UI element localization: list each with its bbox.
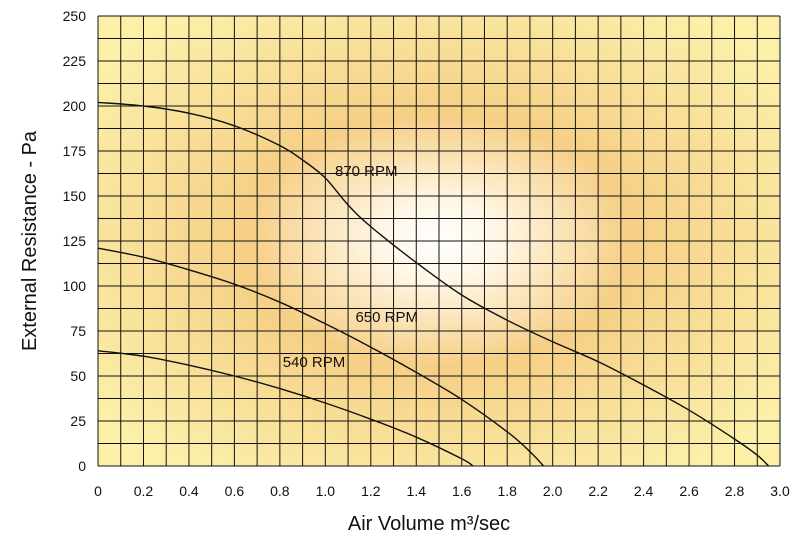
y-tick-label: 100 <box>63 278 87 294</box>
x-tick-label: 1.4 <box>407 483 427 499</box>
curves <box>97 101 770 467</box>
y-tick-label: 250 <box>63 8 87 24</box>
x-tick-label: 1.6 <box>452 483 472 499</box>
grid-lines <box>97 15 781 467</box>
x-tick-label: 3.0 <box>770 483 790 499</box>
x-tick-label: 2.2 <box>588 483 608 499</box>
curve-labels: 870 RPM 650 RPM 540 RPM <box>283 163 418 371</box>
y-tick-label: 225 <box>63 53 87 69</box>
x-tick-label: 0.2 <box>134 483 154 499</box>
x-tick-label: 2.6 <box>679 483 699 499</box>
curve-label: 650 RPM <box>355 309 418 326</box>
y-axis-title: External Resistance - Pa <box>19 130 41 351</box>
x-axis-title: Air Volume m³/sec <box>348 513 510 535</box>
y-tick-label: 175 <box>63 143 87 159</box>
x-tick-label: 2.4 <box>634 483 654 499</box>
curve-650-rpm <box>97 247 545 467</box>
curve-870-rpm <box>97 101 770 467</box>
x-tick-label: 0.8 <box>270 483 290 499</box>
x-tick-label: 0.6 <box>225 483 245 499</box>
y-tick-label: 75 <box>70 323 86 339</box>
x-tick-label: 2.8 <box>725 483 745 499</box>
y-tick-label: 150 <box>63 188 87 204</box>
y-tick-label: 200 <box>63 98 87 114</box>
curve-540-rpm <box>97 350 474 467</box>
x-tick-label: 2.0 <box>543 483 563 499</box>
x-tick-label: 0.4 <box>179 483 199 499</box>
x-tick-label: 1.0 <box>316 483 336 499</box>
x-tick-labels: 0 0.2 0.4 0.6 0.8 1.0 1.2 1.4 1.6 1.8 2.0 2.2 2.4 2.6… <box>94 483 790 499</box>
y-tick-label: 0 <box>78 458 86 474</box>
y-tick-label: 50 <box>70 368 86 384</box>
x-tick-label: 1.2 <box>361 483 381 499</box>
y-tick-labels: 0 25 50 75 100 125 150 175 200 225 250 <box>63 8 87 474</box>
curve-label: 540 RPM <box>283 354 346 371</box>
x-tick-label: 1.8 <box>497 483 517 499</box>
curve-label: 870 RPM <box>335 163 398 180</box>
y-tick-label: 125 <box>63 233 87 249</box>
x-tick-label: 0 <box>94 483 102 499</box>
y-tick-label: 25 <box>70 413 86 429</box>
